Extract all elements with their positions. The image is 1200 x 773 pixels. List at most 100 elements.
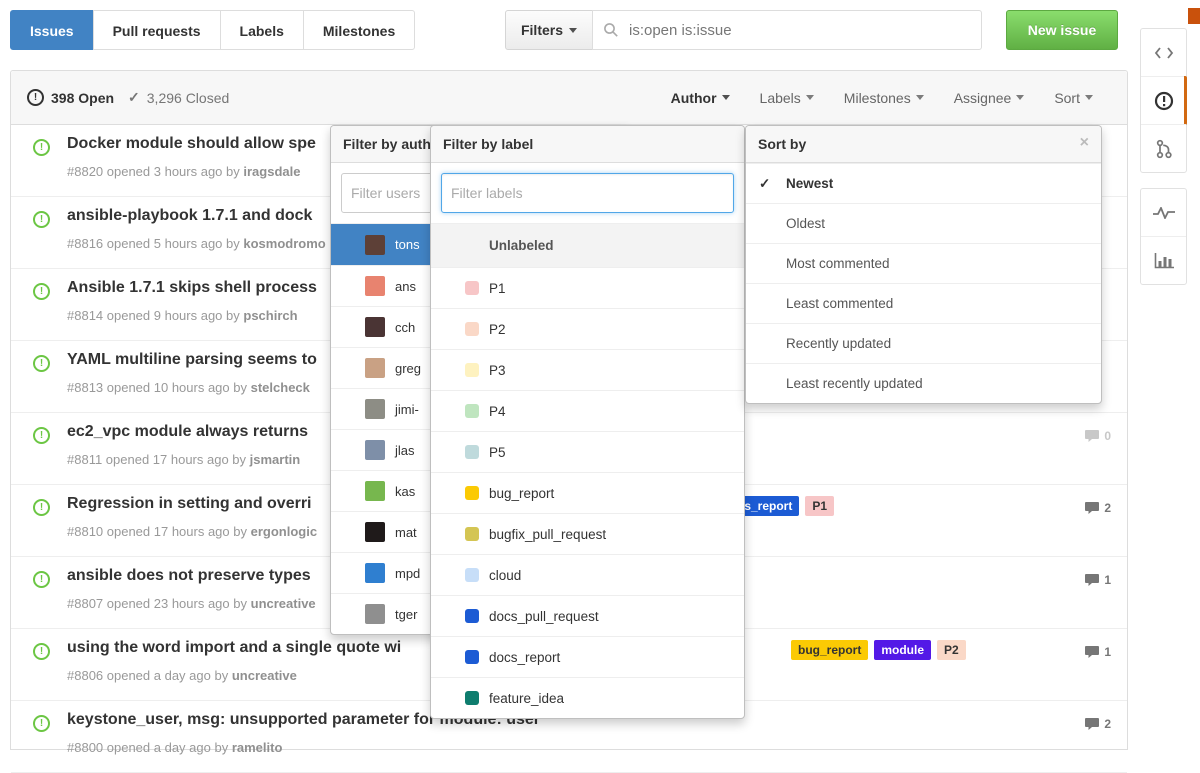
label-option[interactable]: P1 <box>431 267 744 308</box>
label-chip[interactable]: P1 <box>805 496 835 516</box>
label-name: P5 <box>489 444 506 460</box>
label-name: bugfix_pull_request <box>489 526 607 542</box>
open-issues-toggle[interactable]: ! 398 Open <box>27 89 114 106</box>
issue-title-link[interactable]: Docker module should allow spe <box>67 135 316 152</box>
issue-title-link[interactable]: using the word import and a single quote… <box>67 639 402 656</box>
issue-title-link[interactable]: ansible does not preserve types <box>67 567 311 584</box>
issue-author-link[interactable]: iragsdale <box>243 164 301 179</box>
comment-count-value: 1 <box>1104 645 1111 659</box>
label-color-swatch <box>465 486 479 500</box>
issue-author-link[interactable]: ergonlogic <box>250 524 318 539</box>
label-filter-input-wrap <box>431 163 744 224</box>
chevron-down-icon <box>569 27 577 33</box>
comment-count-value: 2 <box>1104 717 1111 731</box>
search-input[interactable] <box>627 20 971 40</box>
milestones-dropdown-label: Milestones <box>843 89 911 106</box>
milestones-dropdown[interactable]: Milestones <box>844 90 924 106</box>
author-dropdown[interactable]: Author <box>671 90 730 106</box>
avatar <box>365 522 385 542</box>
sort-dropdown[interactable]: Sort <box>1054 90 1093 106</box>
comment-icon <box>1085 430 1100 442</box>
issue-opened-icon: ! <box>33 427 50 444</box>
tab-issues[interactable]: Issues <box>10 10 94 50</box>
issue-title-link[interactable]: Regression in setting and overri <box>67 495 312 512</box>
new-issue-button[interactable]: New issue <box>1006 10 1118 50</box>
issue-title-link[interactable]: ec2_vpc module always returns <box>67 423 308 440</box>
label-option[interactable]: P3 <box>431 349 744 390</box>
sidebar-item-pulse[interactable] <box>1141 189 1186 236</box>
sidebar-item-issues[interactable] <box>1141 76 1187 125</box>
label-chip[interactable]: bug_report <box>791 640 869 660</box>
issue-opened-icon: ! <box>33 643 50 660</box>
chevron-down-icon <box>805 95 814 100</box>
sort-option-label: Least recently updated <box>786 376 923 391</box>
labels-dropdown[interactable]: Labels <box>760 90 814 106</box>
comment-count-value: 0 <box>1104 429 1111 443</box>
tab-milestones[interactable]: Milestones <box>302 10 416 50</box>
label-name: docs_pull_request <box>489 608 599 624</box>
label-option[interactable]: cloud <box>431 554 744 595</box>
issue-meta: #8813 opened 10 hours ago by stelcheck <box>67 380 310 395</box>
issue-title-link[interactable]: Ansible 1.7.1 skips shell process <box>67 279 317 296</box>
issue-title-link[interactable]: ansible-playbook 1.7.1 and dock <box>67 207 313 224</box>
author-name: mpd <box>395 565 421 581</box>
issue-search-box <box>592 10 982 50</box>
filter-labels-input[interactable] <box>441 173 734 213</box>
tab-pull-requests[interactable]: Pull requests <box>92 10 221 50</box>
sidebar-item-pull-requests[interactable] <box>1141 124 1186 172</box>
close-icon[interactable]: × <box>1079 134 1089 151</box>
sort-option-oldest[interactable]: Oldest <box>746 203 1101 243</box>
issue-row-8806: ! using the word import and a single quo… <box>11 629 1127 701</box>
issue-author-link[interactable]: ramelito <box>231 740 283 755</box>
label-chip[interactable]: P2 <box>937 640 966 660</box>
chevron-down-icon <box>1085 95 1093 100</box>
sidebar-item-graphs[interactable] <box>1141 236 1186 284</box>
filter-by-label-panel: Filter by label Unlabeled P1 P2 P3 P4 P5… <box>430 125 745 719</box>
label-option[interactable]: P2 <box>431 308 744 349</box>
sort-option-newest[interactable]: ✓ Newest <box>746 163 1101 203</box>
label-option[interactable]: bugfix_pull_request <box>431 513 744 554</box>
sort-option-least-commented[interactable]: Least commented <box>746 283 1101 323</box>
unlabeled-option[interactable]: Unlabeled <box>431 224 744 267</box>
label-option[interactable]: P4 <box>431 390 744 431</box>
issue-author-link[interactable]: uncreative <box>231 668 297 683</box>
issue-title-link[interactable]: YAML multiline parsing seems to <box>67 351 317 368</box>
label-option[interactable]: feature_idea <box>431 677 744 718</box>
label-option[interactable]: P5 <box>431 431 744 472</box>
issue-author-link[interactable]: uncreative <box>250 596 316 611</box>
label-name: bug_report <box>489 485 555 501</box>
author-name: jimi- <box>395 401 419 417</box>
issue-author-link[interactable]: jsmartin <box>249 452 301 467</box>
label-option[interactable]: bug_report <box>431 472 744 513</box>
git-pull-request-icon <box>1156 139 1172 158</box>
closed-issues-toggle[interactable]: ✓ 3,296 Closed <box>128 89 229 106</box>
issue-meta-text: #8810 opened 17 hours ago by <box>67 524 247 539</box>
sort-by-panel: Sort by × ✓ Newest Oldest Most commented… <box>745 125 1102 404</box>
issue-author-link[interactable]: kosmodromo <box>243 236 326 251</box>
label-color-swatch <box>465 650 479 664</box>
repo-subnav: Issues Pull requests Labels Milestones <box>10 10 416 50</box>
issue-meta: #8806 opened a day ago by uncreative <box>67 668 297 683</box>
label-color-swatch <box>465 527 479 541</box>
label-option[interactable]: docs_report <box>431 636 744 677</box>
sort-options: ✓ Newest Oldest Most commented Least com… <box>746 163 1101 403</box>
label-chip[interactable]: module <box>874 640 932 660</box>
label-option[interactable]: docs_pull_request <box>431 595 744 636</box>
sort-option-label: Newest <box>786 176 834 191</box>
sidebar-item-code[interactable] <box>1141 29 1186 76</box>
sort-option-recently-updated[interactable]: Recently updated <box>746 323 1101 363</box>
issue-author-link[interactable]: stelcheck <box>250 380 310 395</box>
issue-author-link[interactable]: pschirch <box>243 308 298 323</box>
sort-option-most-commented[interactable]: Most commented <box>746 243 1101 283</box>
issue-opened-icon: ! <box>33 499 50 516</box>
assignee-dropdown[interactable]: Assignee <box>954 90 1025 106</box>
issue-opened-icon: ! <box>33 355 50 372</box>
tab-labels[interactable]: Labels <box>219 10 304 50</box>
comment-count-value: 2 <box>1104 501 1111 515</box>
avatar <box>365 440 385 460</box>
issue-opened-icon: ! <box>33 139 50 156</box>
issue-title-link[interactable]: keystone_user, msg: unsupported paramete… <box>67 711 541 728</box>
filters-dropdown-button[interactable]: Filters <box>505 10 593 50</box>
sort-option-least-recently-updated[interactable]: Least recently updated <box>746 363 1101 403</box>
label-color-swatch <box>465 445 479 459</box>
